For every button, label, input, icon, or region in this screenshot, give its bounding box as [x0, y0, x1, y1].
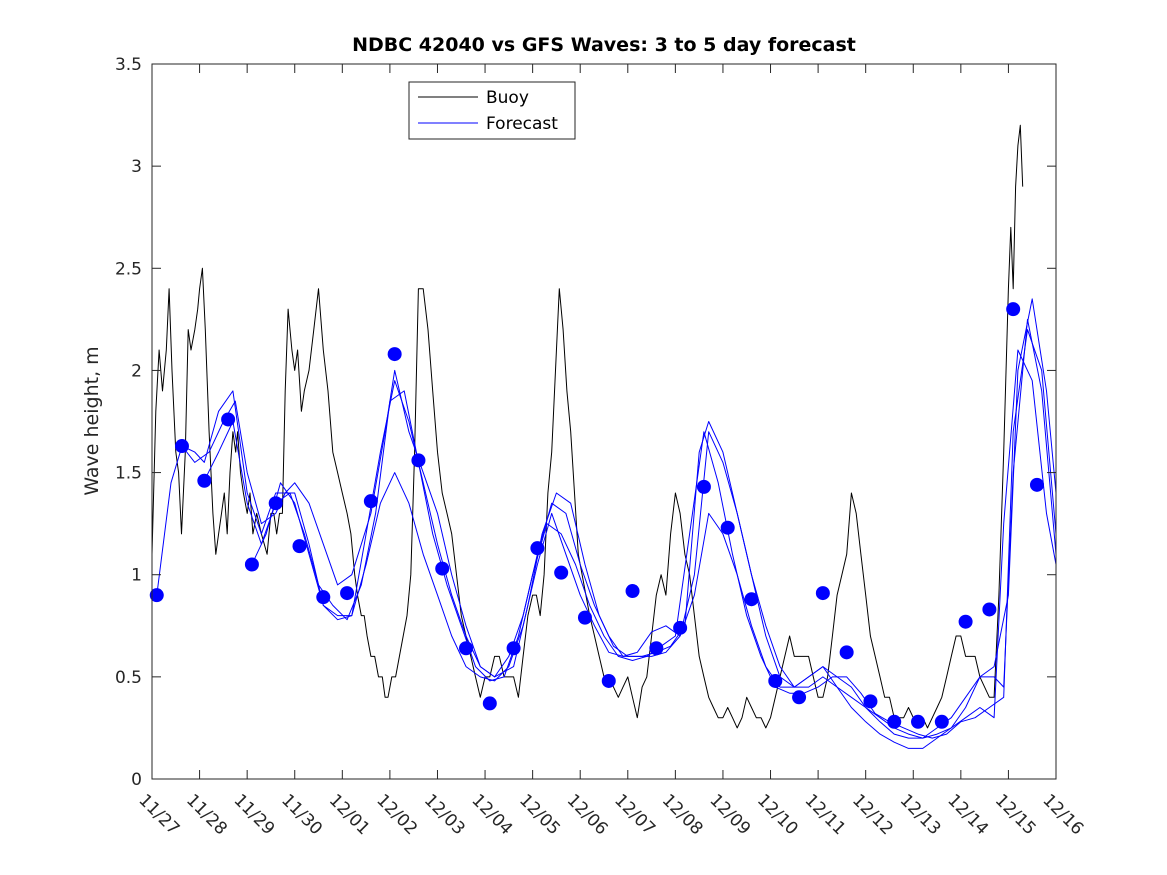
- chart-title: NDBC 42040 vs GFS Waves: 3 to 5 day fore…: [352, 34, 856, 56]
- forecast-marker: [768, 673, 783, 688]
- forecast-marker: [292, 539, 307, 554]
- legend-box: [408, 81, 576, 140]
- forecast-marker: [482, 696, 497, 711]
- legend-forecast-label: Forecast: [486, 114, 558, 134]
- forecast-marker: [459, 641, 474, 656]
- forecast-marker: [577, 610, 592, 625]
- forecast-marker: [363, 494, 378, 509]
- forecast-marker: [673, 620, 688, 635]
- forecast-line: [251, 349, 1057, 749]
- forecast-marker: [411, 453, 426, 468]
- y-tick-label: 1: [131, 566, 142, 586]
- forecast-marker: [316, 590, 331, 605]
- forecast-marker: [435, 561, 450, 576]
- forecast-marker: [649, 641, 664, 656]
- axes-background: [152, 64, 1056, 779]
- legend: Buoy Forecast: [408, 81, 576, 140]
- forecast-marker: [221, 412, 236, 427]
- forecast-marker: [601, 673, 616, 688]
- plot-area: 11/2711/2811/2911/3012/0112/0212/0312/04…: [115, 55, 1087, 839]
- y-tick-label: 3.5: [115, 55, 142, 75]
- y-tick-label: 1.5: [115, 464, 142, 484]
- y-axis-ticks: 0 0.5 1 1.5 2 2.5 3 3.5: [115, 55, 1056, 790]
- forecast-marker: [197, 473, 212, 488]
- forecast-marker: [174, 439, 189, 454]
- y-tick-label: 0: [131, 770, 142, 790]
- forecast-marker: [554, 565, 569, 580]
- forecast-marker: [744, 592, 759, 607]
- y-tick-label: 0.5: [115, 668, 142, 688]
- axes-box: [151, 63, 1057, 780]
- legend-buoy-label: Buoy: [486, 88, 529, 108]
- series-layer: [151, 124, 1057, 749]
- forecast-marker: [268, 496, 283, 511]
- forecast-marker: [958, 614, 973, 629]
- forecast-marker: [244, 557, 259, 572]
- y-axis-label: Wave height, m: [81, 346, 103, 495]
- forecast-marker: [625, 584, 640, 599]
- y-tick-label: 2.5: [115, 259, 142, 279]
- forecast-marker: [1006, 302, 1021, 317]
- forecast-marker: [934, 714, 949, 729]
- forecast-marker: [149, 588, 164, 603]
- forecast-line: [203, 329, 1057, 739]
- forecast-marker: [696, 479, 711, 494]
- forecast-marker: [1029, 477, 1044, 492]
- forecast-marker: [506, 641, 521, 656]
- y-tick-label: 3: [131, 157, 142, 177]
- marker-layer: [149, 302, 1044, 729]
- forecast-marker: [340, 586, 355, 601]
- forecast-marker: [863, 694, 878, 709]
- y-tick-label: 2: [131, 361, 142, 381]
- forecast-marker: [839, 645, 854, 660]
- forecast-marker: [387, 347, 402, 362]
- forecast-marker: [911, 714, 926, 729]
- forecast-marker: [792, 690, 807, 705]
- forecast-marker: [720, 520, 735, 535]
- forecast-marker: [982, 602, 997, 617]
- forecast-marker: [530, 541, 545, 556]
- forecast-marker: [887, 714, 902, 729]
- forecast-marker: [815, 586, 830, 601]
